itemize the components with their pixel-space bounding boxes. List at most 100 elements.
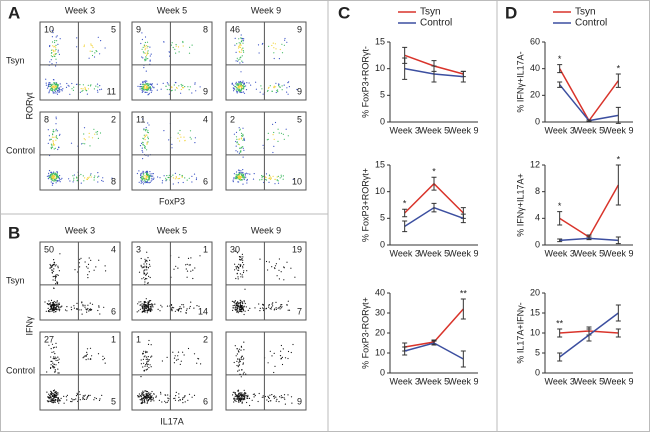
event-dot — [235, 136, 238, 138]
event-dot — [268, 261, 270, 263]
event-dot — [52, 129, 55, 131]
event-dot — [54, 175, 56, 178]
event-dot — [277, 175, 279, 177]
event-dot — [60, 397, 62, 399]
event-dot — [53, 303, 55, 306]
event-dot — [243, 149, 245, 151]
significance: * — [403, 199, 407, 209]
event-dot — [143, 44, 145, 46]
event-dot — [50, 83, 52, 85]
event-dot — [235, 51, 237, 54]
event-dot — [147, 363, 149, 365]
event-dot — [237, 390, 239, 392]
event-dot — [87, 277, 89, 279]
event-dot — [48, 303, 50, 305]
event-dot — [283, 84, 285, 86]
event-dot — [280, 271, 282, 273]
event-dot — [281, 89, 283, 91]
event-dot — [53, 367, 55, 369]
event-dot — [280, 350, 282, 352]
event-dot — [86, 311, 88, 313]
event-dot — [82, 397, 84, 399]
event-dot — [98, 306, 100, 308]
event-dot — [53, 308, 55, 310]
event-dot — [145, 178, 147, 180]
event-dot — [144, 146, 146, 148]
event-dot — [241, 41, 243, 43]
event-dot — [140, 180, 142, 182]
event-dot — [236, 306, 238, 308]
event-dot — [243, 175, 245, 178]
event-dot — [277, 128, 279, 130]
event-dot — [188, 177, 190, 179]
event-dot — [44, 301, 46, 303]
column-header: Week 3 — [65, 225, 95, 235]
event-dot — [241, 48, 243, 50]
event-dot — [149, 55, 151, 57]
event-dot — [267, 395, 269, 397]
axis-label: % FoxP3-RORγt+ — [360, 297, 370, 369]
event-dot — [266, 399, 268, 401]
event-dot — [144, 402, 146, 404]
event-dot — [141, 181, 143, 183]
event-dot — [52, 279, 54, 281]
quadrant-value: 6 — [111, 306, 116, 316]
event-dot — [84, 394, 86, 396]
event-dot — [238, 38, 240, 40]
event-dot — [53, 144, 55, 146]
event-dot — [66, 306, 68, 308]
event-dot — [237, 84, 239, 86]
event-dot — [53, 174, 55, 177]
event-dot — [55, 85, 58, 88]
event-dot — [49, 267, 51, 269]
event-dot — [239, 42, 241, 44]
event-dot — [103, 306, 105, 308]
event-dot — [273, 267, 276, 269]
event-dot — [56, 130, 59, 132]
event-dot — [288, 309, 291, 311]
event-dot — [238, 302, 241, 304]
event-dot — [175, 177, 177, 179]
event-dot — [284, 39, 286, 41]
event-dot — [48, 398, 50, 400]
event-dot — [178, 393, 180, 395]
event-dot — [242, 91, 245, 93]
event-dot — [241, 401, 243, 403]
event-dot — [141, 175, 143, 177]
event-dot — [240, 349, 242, 351]
event-dot — [54, 83, 56, 85]
event-dot — [144, 174, 146, 176]
event-dot — [242, 139, 244, 141]
event-dot — [54, 353, 56, 355]
event-dot — [51, 184, 54, 186]
event-dot — [177, 46, 180, 48]
event-dot — [235, 60, 237, 62]
event-dot — [59, 38, 61, 40]
event-dot — [286, 41, 288, 43]
event-dot — [65, 396, 67, 398]
panel-label: A — [8, 3, 20, 22]
flow-plot — [131, 111, 213, 191]
quadrant-value: 8 — [44, 114, 49, 124]
event-dot — [149, 181, 151, 183]
event-dot — [102, 180, 104, 182]
error-bar — [557, 238, 563, 243]
event-dot — [281, 43, 283, 45]
event-dot — [57, 265, 59, 267]
event-dot — [149, 303, 151, 306]
event-dot — [54, 396, 57, 398]
event-dot — [51, 146, 54, 148]
event-dot — [86, 353, 88, 355]
event-dot — [242, 80, 244, 82]
event-dot — [279, 177, 281, 179]
event-dot — [273, 395, 275, 398]
event-dot — [51, 271, 53, 273]
event-dot — [55, 274, 57, 276]
x-tick-label: Week 5 — [574, 376, 604, 386]
event-dot — [76, 302, 78, 304]
event-dot — [191, 175, 193, 177]
event-dot — [236, 43, 238, 45]
event-dot — [146, 358, 148, 360]
error-bar — [460, 213, 466, 224]
